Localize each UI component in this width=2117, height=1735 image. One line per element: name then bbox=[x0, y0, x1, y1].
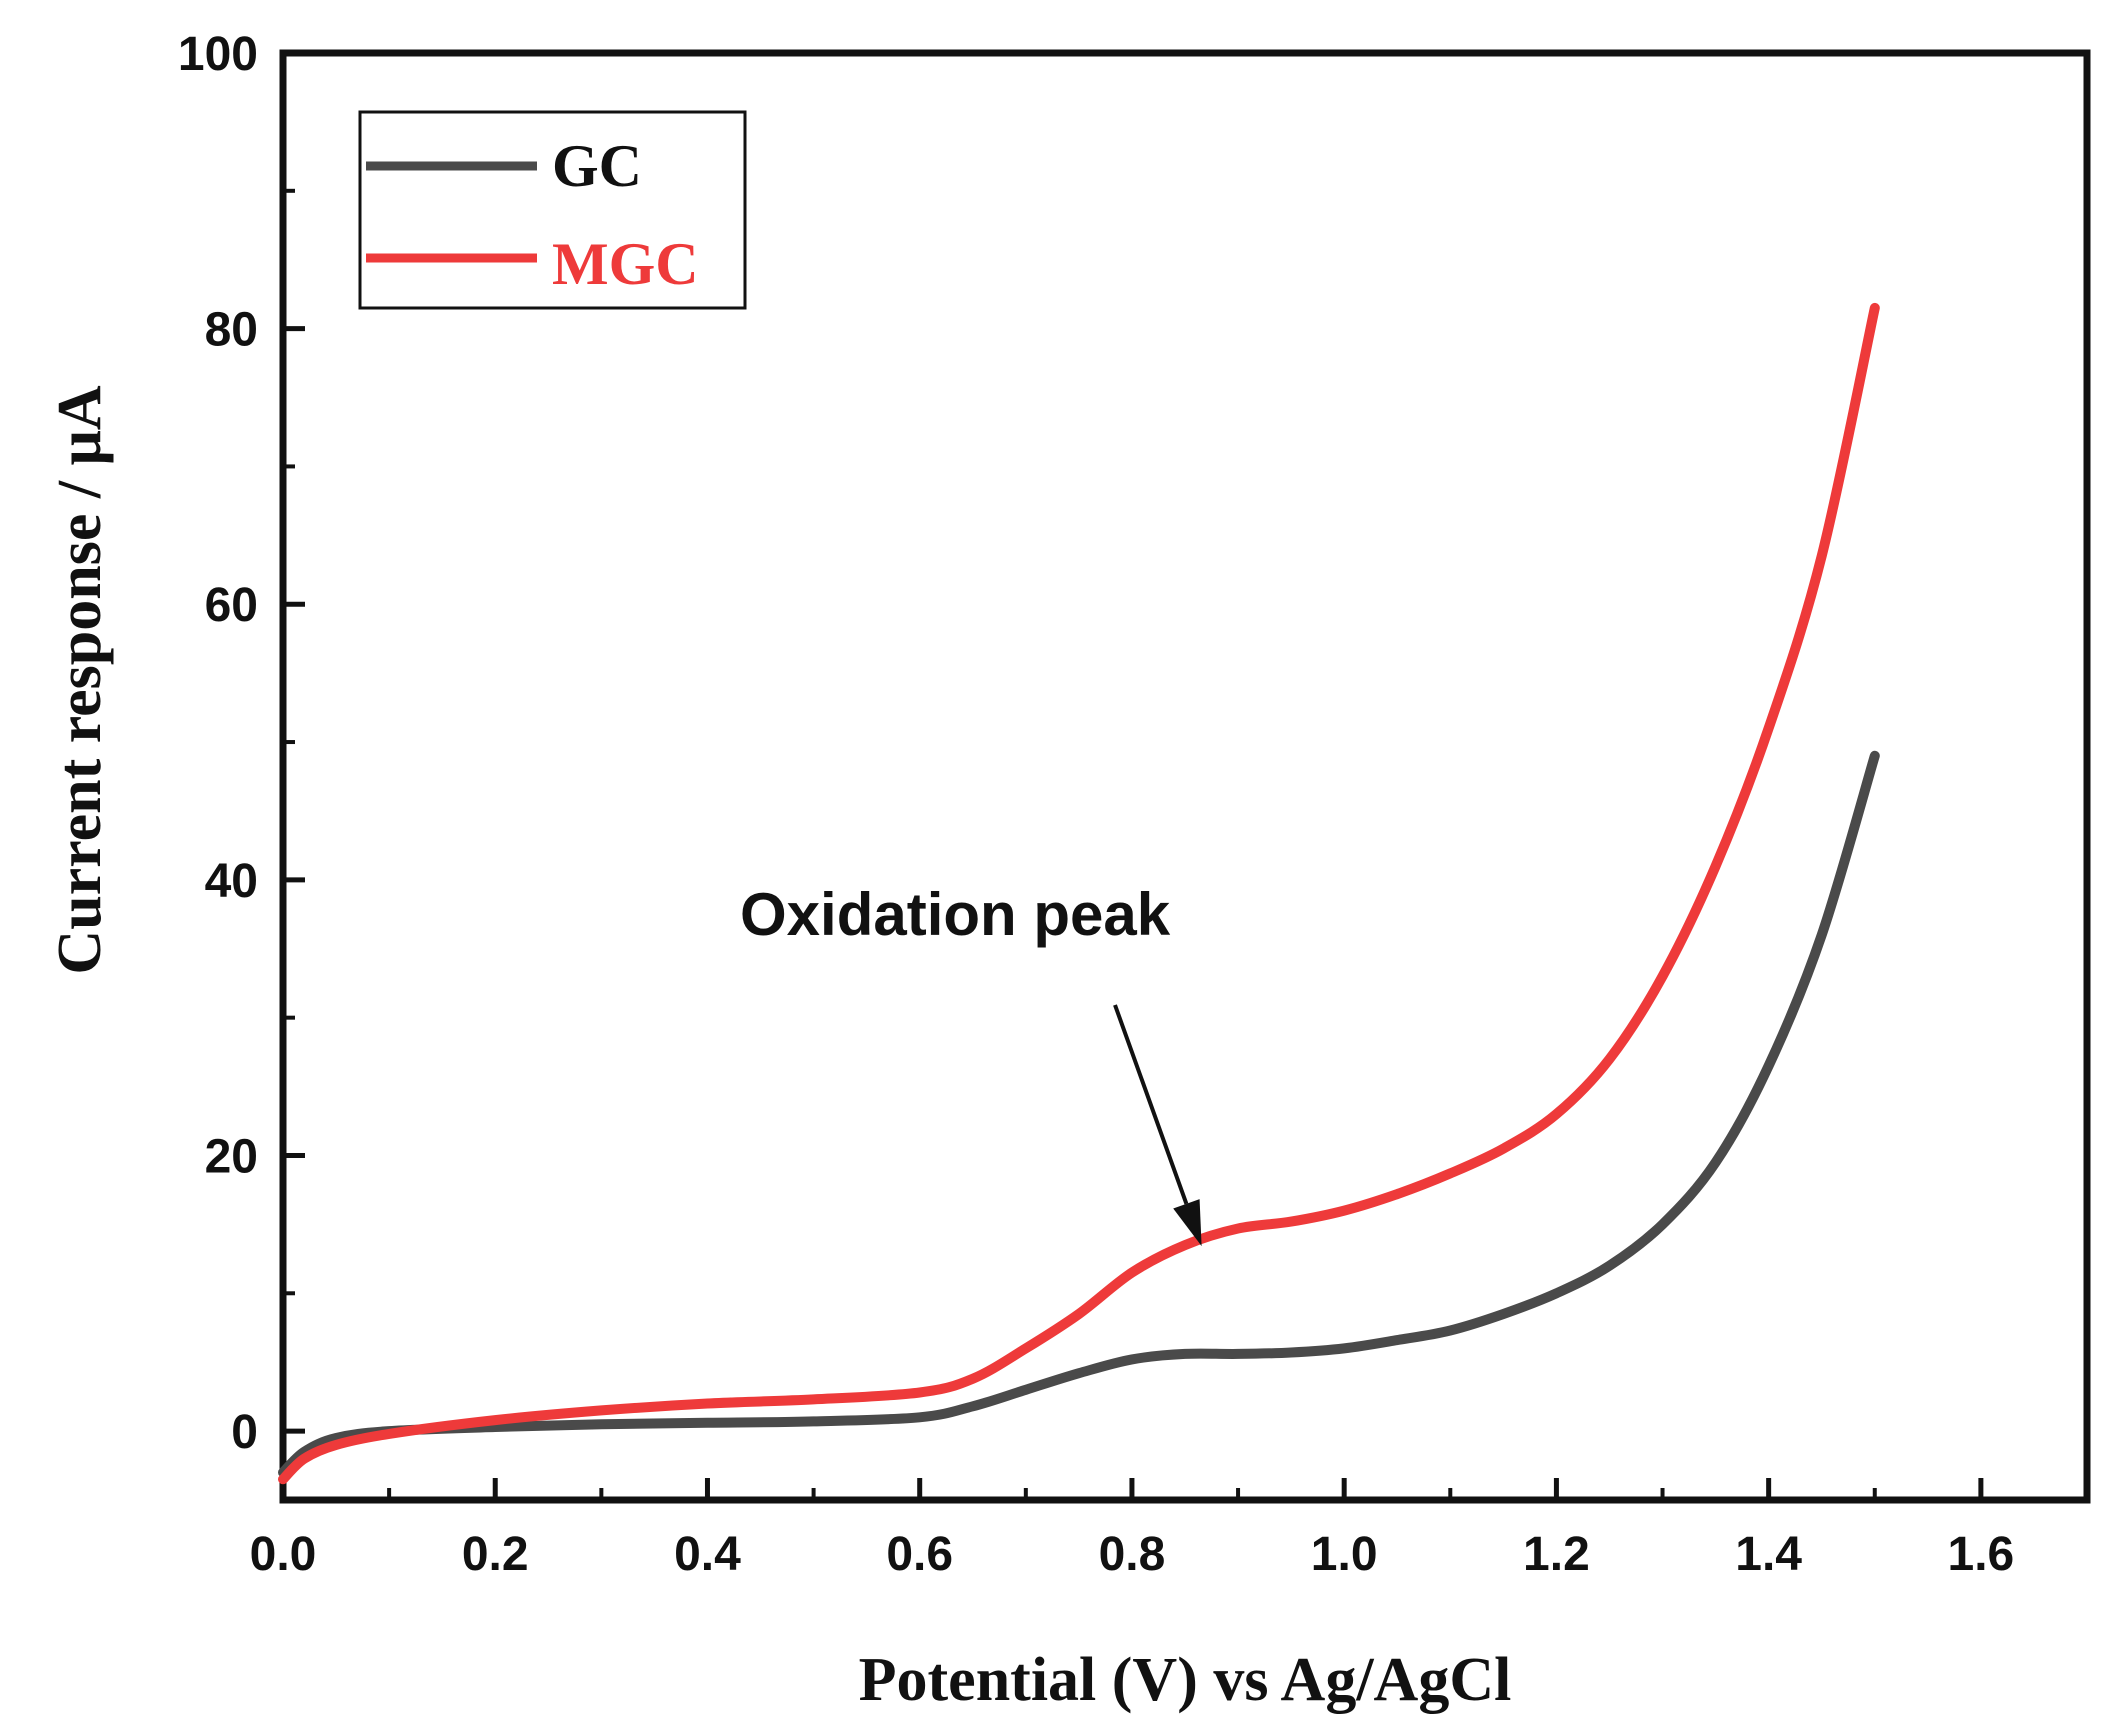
series-layer bbox=[278, 302, 1880, 1485]
x-tick-label: 1.2 bbox=[1523, 1528, 1590, 1581]
y-tick-label: 20 bbox=[205, 1130, 258, 1183]
x-tick-label: 0.6 bbox=[886, 1528, 953, 1581]
x-axis-title: Potential (V) vs Ag/AgCl bbox=[859, 1646, 1512, 1714]
annotation-arrowhead bbox=[1173, 1199, 1202, 1247]
y-tick-label: 40 bbox=[205, 855, 258, 908]
series-line-gc bbox=[278, 750, 1880, 1478]
legend-box bbox=[358, 110, 747, 310]
annotation: Oxidation peak bbox=[740, 881, 1202, 1247]
x-tick-label: 1.6 bbox=[1948, 1528, 2015, 1581]
annotation-arrow bbox=[1113, 1004, 1189, 1205]
x-tick-label: 0.8 bbox=[1099, 1528, 1166, 1581]
x-axis-ticks: 0.0 0.2 0.4 0.6 0.8 1.0 1.2 1.4 1.6 bbox=[250, 1478, 2015, 1581]
y-tick-label: 0 bbox=[231, 1406, 258, 1459]
y-axis-title: Current response / μA bbox=[46, 385, 114, 974]
x-tick-label: 0.2 bbox=[462, 1528, 529, 1581]
x-tick-label: 1.0 bbox=[1311, 1528, 1378, 1581]
y-tick-label: 100 bbox=[178, 28, 258, 81]
plot-frame bbox=[279, 49, 2091, 1504]
x-tick-label: 0.0 bbox=[250, 1528, 317, 1581]
y-axis-ticks: 0 20 40 60 80 100 bbox=[178, 28, 305, 1459]
legend-label-mgc: MGC bbox=[552, 231, 699, 297]
x-tick-label: 0.4 bbox=[674, 1528, 741, 1581]
legend: GC MGC bbox=[358, 110, 747, 310]
legend-label-gc: GC bbox=[552, 133, 642, 199]
series-line-mgc bbox=[278, 302, 1880, 1485]
y-tick-label: 80 bbox=[205, 304, 258, 357]
y-tick-label: 60 bbox=[205, 579, 258, 632]
annotation-oxidation-peak-label: Oxidation peak bbox=[740, 881, 1171, 948]
x-tick-label: 1.4 bbox=[1735, 1528, 1802, 1581]
